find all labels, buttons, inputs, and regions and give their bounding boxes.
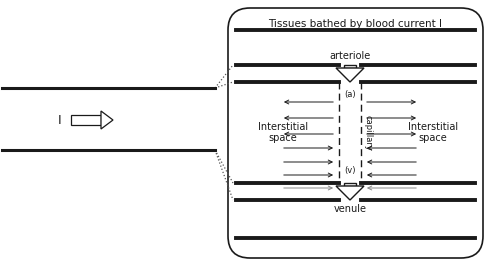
Text: capillary: capillary <box>363 114 372 151</box>
Polygon shape <box>101 111 113 129</box>
Text: (v): (v) <box>344 166 356 175</box>
Bar <box>344 65 356 68</box>
Bar <box>344 183 356 186</box>
Text: venule: venule <box>333 204 366 214</box>
Text: arteriole: arteriole <box>329 51 370 61</box>
Text: Interstitial
space: Interstitial space <box>408 122 458 143</box>
Text: I: I <box>58 113 62 126</box>
Polygon shape <box>336 68 364 82</box>
Text: Interstitial
space: Interstitial space <box>258 122 308 143</box>
Polygon shape <box>336 186 364 200</box>
Text: (a): (a) <box>344 90 356 99</box>
FancyBboxPatch shape <box>228 8 483 258</box>
Bar <box>71 115 101 125</box>
Text: Tissues bathed by blood current I: Tissues bathed by blood current I <box>268 19 443 29</box>
